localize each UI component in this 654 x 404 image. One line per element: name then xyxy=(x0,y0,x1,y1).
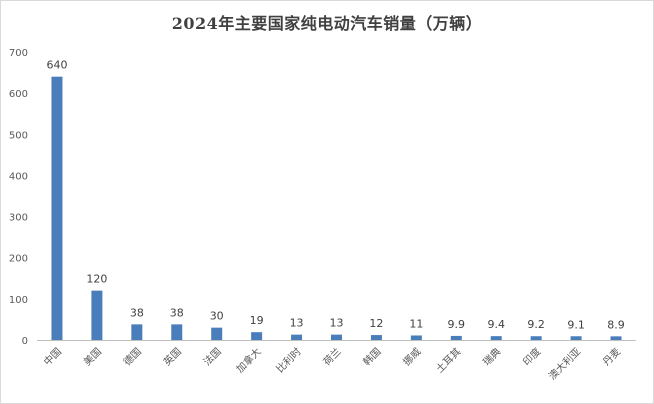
bar xyxy=(490,336,502,340)
data-label: 9.1 xyxy=(567,318,585,331)
category-label: 美国 xyxy=(81,345,104,368)
category-label: 印度 xyxy=(520,345,543,368)
bar xyxy=(51,76,63,340)
bar xyxy=(370,335,382,340)
category-label: 中国 xyxy=(41,345,64,368)
bar xyxy=(450,335,462,340)
bar xyxy=(131,324,143,340)
y-tick-label: 700 xyxy=(9,48,28,59)
category-label: 英国 xyxy=(161,345,184,368)
data-label: 13 xyxy=(330,317,344,330)
bar xyxy=(291,334,303,340)
bar xyxy=(331,334,342,340)
category-label: 韩国 xyxy=(360,345,383,368)
data-labels: 640 120 38 38 30 19 13 13 12 11 9.9 9.4 9.2 9.1 8.9 xyxy=(46,59,624,332)
bar xyxy=(530,336,542,340)
bar xyxy=(171,324,183,340)
data-label: 13 xyxy=(290,317,304,330)
data-label: 9.2 xyxy=(527,318,545,331)
y-tick-label: 600 xyxy=(9,89,28,100)
y-tick-label: 500 xyxy=(9,130,28,141)
data-label: 8.9 xyxy=(607,318,625,331)
category-label: 比利时 xyxy=(274,346,304,376)
data-label: 120 xyxy=(86,273,107,286)
data-label: 9.4 xyxy=(487,318,505,331)
bar xyxy=(251,332,263,340)
data-label: 640 xyxy=(46,59,67,72)
category-label: 澳大利亚 xyxy=(546,345,583,382)
bar xyxy=(570,336,582,340)
data-label: 9.9 xyxy=(448,318,466,331)
data-label: 12 xyxy=(369,317,383,330)
y-axis: 0 100 200 300 400 500 600 700 xyxy=(9,48,636,347)
bar xyxy=(211,327,223,340)
y-tick-label: 200 xyxy=(9,254,28,265)
data-label: 19 xyxy=(250,314,264,327)
category-label: 德国 xyxy=(121,345,144,368)
y-tick-label: 0 xyxy=(22,336,28,347)
category-label: 加拿大 xyxy=(233,345,263,375)
category-labels: 中国 美国 德国 英国 法国 加拿大 比利时 荷兰 韩国 挪威 土耳其 瑞典 印度 澳大利亚 丹麦 xyxy=(41,345,623,382)
data-label: 38 xyxy=(130,306,144,319)
y-tick-label: 400 xyxy=(9,171,28,182)
bar xyxy=(610,336,622,340)
chart-title: 2024年主要国家纯电动汽车销量（万辆） xyxy=(171,14,483,33)
y-tick-label: 100 xyxy=(9,295,28,306)
bars xyxy=(51,76,622,340)
data-label: 30 xyxy=(210,310,224,323)
bar xyxy=(410,335,422,340)
category-label: 挪威 xyxy=(400,345,423,368)
category-label: 丹麦 xyxy=(601,346,624,369)
data-label: 11 xyxy=(409,317,423,330)
y-tick-label: 300 xyxy=(9,213,28,224)
bar xyxy=(91,290,103,340)
category-label: 土耳其 xyxy=(433,345,463,375)
data-label: 38 xyxy=(170,306,184,319)
category-label: 荷兰 xyxy=(320,345,343,368)
category-label: 法国 xyxy=(200,345,223,368)
category-label: 瑞典 xyxy=(480,345,503,368)
